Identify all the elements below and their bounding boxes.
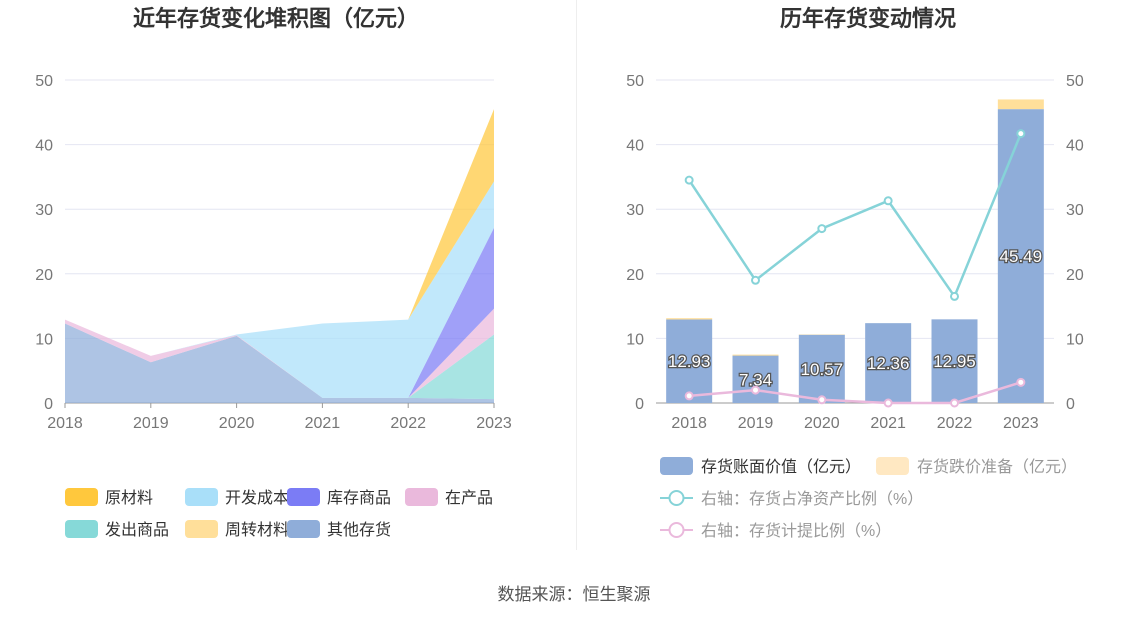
legend-swatch [185, 488, 218, 506]
y-right-tick-label: 40 [1066, 138, 1084, 155]
line-provision-ratio [689, 381, 1022, 405]
line-net-asset-ratio [688, 133, 1022, 300]
x-tick-label: 2018 [47, 415, 83, 432]
y-left-tick-label: 0 [635, 396, 644, 413]
line-net-asset-ratio-point [950, 291, 959, 301]
y-tick-label: 30 [35, 202, 53, 219]
legend-swatch [287, 520, 320, 538]
bar-book-value [931, 319, 978, 403]
legend-marker [668, 490, 685, 506]
line-provision-ratio-point [950, 398, 959, 408]
legend-label: 在产品 [445, 489, 493, 507]
data-source: 数据来源：恒生聚源 [497, 585, 651, 604]
y-right-tick-label: 0 [1066, 396, 1075, 413]
right-chart-panel: 历年存货变动情况 0 10 20 30 40 50 0 10 20 30 40 50 2018 2019 20… [576, 0, 1148, 555]
panel-divider [576, 0, 577, 550]
y-tick-label: 50 [35, 73, 53, 90]
legend-label: 右轴：存货占净资产比例（%） [701, 490, 923, 508]
x-tick-label: 2019 [738, 415, 774, 432]
area-series-发出商品 [65, 323, 494, 400]
x-tick-label: 2021 [305, 415, 341, 432]
legend-swatch-book [660, 457, 693, 475]
line-provision-ratio-point [1016, 377, 1026, 387]
y-tick-label: 10 [35, 331, 53, 348]
legend-label: 右轴：存货计提比例（%） [701, 522, 891, 540]
bar-data-label: 12.93 [668, 352, 711, 371]
line-net-asset-ratio-point [684, 175, 694, 185]
legend-label: 其他存货 [327, 521, 391, 539]
line-net-asset-ratio-point [883, 196, 893, 206]
legend-swatch [65, 488, 98, 506]
y-right-tick-label: 50 [1066, 73, 1084, 90]
x-tick-label: 2022 [937, 415, 973, 432]
line-provision-ratio-point [817, 395, 827, 405]
bar-book-value [666, 319, 713, 403]
y-right-tick-label: 20 [1066, 267, 1084, 284]
legend-swatch [65, 520, 98, 538]
y-tick-label: 40 [35, 138, 53, 155]
legend-swatch [287, 488, 320, 506]
legend-swatch-reserve [876, 457, 909, 475]
x-tick-label: 2019 [133, 415, 169, 432]
y-right-tick-label: 10 [1066, 331, 1084, 348]
bar-book-value [865, 323, 912, 403]
line-net-asset-ratio-point [1016, 129, 1026, 139]
y-left-tick-label: 10 [626, 331, 644, 348]
legend-label: 发出商品 [105, 521, 169, 539]
bar-data-label: 10.57 [801, 360, 844, 379]
y-tick-label: 20 [35, 267, 53, 284]
legend-swatch [185, 520, 218, 538]
legend-marker [668, 522, 685, 538]
bar-book-value [732, 355, 779, 403]
legend-label: 库存商品 [327, 489, 391, 507]
x-tick-label: 2023 [1003, 415, 1039, 432]
x-tick-label: 2022 [390, 415, 426, 432]
legend-swatch [405, 488, 438, 506]
legend-label: 原材料 [105, 489, 153, 507]
x-tick-label: 2020 [219, 415, 255, 432]
area-series-开发成本 [65, 181, 494, 398]
legend-label: 开发成本 [225, 489, 289, 507]
left-chart-title: 近年存货变化堆积图（亿元） [133, 6, 419, 31]
line-provision-ratio-point [883, 398, 893, 408]
x-tick-label: 2018 [671, 415, 707, 432]
legend-label: 存货跌价准备（亿元） [917, 458, 1077, 476]
bar-reserve [997, 99, 1044, 110]
y-left-tick-label: 50 [626, 73, 644, 90]
left-chart-panel: 近年存货变化堆积图（亿元） 0 10 20 30 40 50 2018 2019 2020 2021… [0, 0, 576, 555]
x-tick-label: 2023 [476, 415, 512, 432]
y-tick-label: 0 [44, 396, 53, 413]
line-provision-ratio-point [751, 385, 760, 395]
legend-label: 存货账面价值（亿元） [701, 458, 861, 476]
x-tick-label: 2020 [804, 415, 840, 432]
line-net-asset-ratio-point [751, 275, 760, 285]
area-series-其他存货 [65, 323, 494, 403]
y-left-tick-label: 20 [626, 267, 644, 284]
y-left-tick-label: 40 [626, 138, 644, 155]
x-tick-label: 2021 [870, 415, 906, 432]
bar-book-value [798, 334, 845, 403]
stacked-area-chart: 近年存货变化堆积图（亿元） 0 10 20 30 40 50 2018 2019 2020 2021… [35, 6, 512, 539]
legend-label: 周转材料 [225, 521, 289, 539]
bar-reserve [732, 354, 779, 356]
y-right-tick-label: 30 [1066, 202, 1084, 219]
bar-reserve [666, 318, 713, 320]
right-chart-title: 历年存货变动情况 [780, 6, 956, 31]
inventory-bar-line-chart: 历年存货变动情况 0 10 20 30 40 50 0 10 20 30 40 50 2018 2019 20… [626, 6, 1084, 540]
bar-book-value [997, 109, 1044, 404]
bar-data-label: 45.49 [1000, 247, 1043, 266]
y-left-tick-label: 30 [626, 202, 644, 219]
line-net-asset-ratio-point [817, 224, 827, 234]
bar-data-label: 12.95 [933, 352, 976, 371]
bar-data-label: 7.34 [739, 370, 772, 389]
line-provision-ratio-point [684, 391, 694, 401]
bar-data-label: 12.36 [867, 354, 910, 373]
